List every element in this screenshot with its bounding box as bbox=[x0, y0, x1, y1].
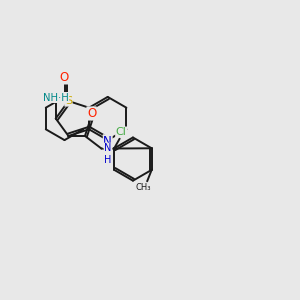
Text: S: S bbox=[65, 96, 72, 106]
Text: CH₃: CH₃ bbox=[136, 183, 151, 192]
Text: O: O bbox=[60, 71, 69, 84]
Text: O: O bbox=[87, 107, 96, 120]
Text: N: N bbox=[103, 135, 112, 148]
Text: NH·H: NH·H bbox=[43, 92, 69, 103]
Text: Cl: Cl bbox=[116, 127, 127, 137]
Text: N
H: N H bbox=[104, 143, 112, 165]
